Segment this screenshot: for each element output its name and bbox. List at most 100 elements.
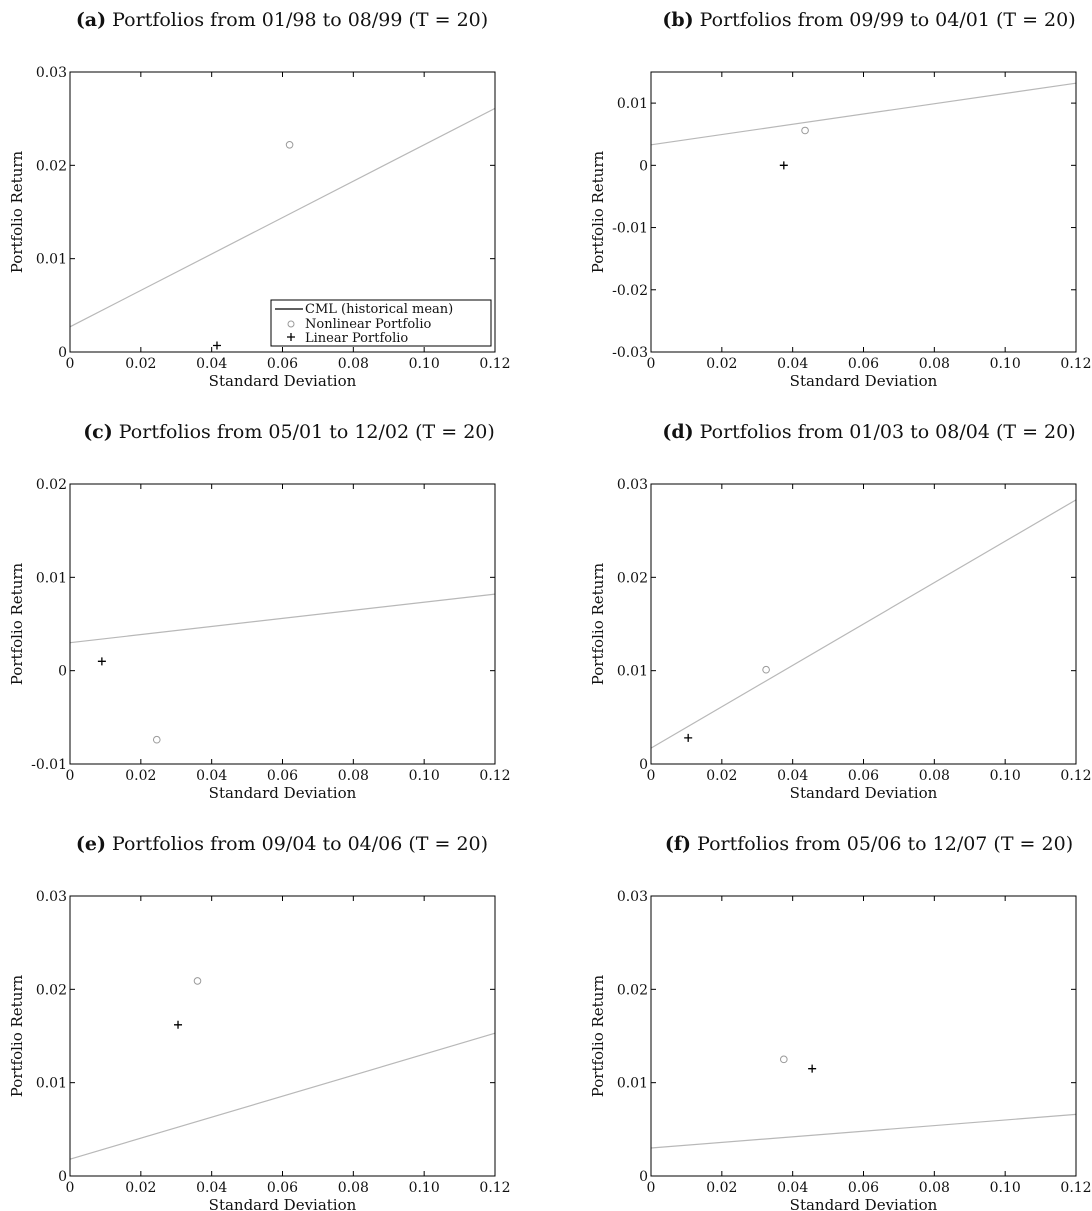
x-tick-label: 0.08 [338, 1180, 369, 1196]
x-tick-label: 0.04 [196, 356, 227, 372]
cml-line [650, 82, 1077, 146]
x-tick-label: 0.06 [267, 768, 298, 784]
y-tick-label: 0.01 [617, 96, 648, 112]
cml-line [69, 107, 496, 328]
nonlinear-portfolio-point [780, 1055, 788, 1064]
y-axis-label: Portfolio Return [589, 974, 607, 1097]
chart-panel: (d) Portfolios from 01/03 to 08/04 (T = … [589, 421, 1092, 802]
x-tick-label: 0 [66, 1180, 75, 1196]
x-tick-label: 0.10 [990, 1180, 1021, 1196]
x-tick-label: 0.04 [777, 356, 808, 372]
y-axis-label: Portfolio Return [8, 150, 26, 273]
x-axis-label: Standard Deviation [209, 1196, 357, 1211]
x-tick-label: 0.12 [479, 356, 510, 372]
y-tick-label: 0 [58, 664, 67, 680]
y-tick-label: 0 [58, 1169, 67, 1185]
legend-linear-swatch [287, 333, 295, 341]
y-tick-label: 0.01 [36, 570, 67, 586]
y-tick-label: -0.01 [31, 757, 67, 773]
plot-frame [69, 895, 496, 1177]
x-tick-label: 0.12 [479, 768, 510, 784]
legend-entry-nonlinear: Nonlinear Portfolio [305, 317, 431, 332]
legend-entry-linear: Linear Portfolio [305, 331, 408, 346]
x-tick-label: 0.06 [267, 356, 298, 372]
x-tick-label: 0.04 [777, 768, 808, 784]
nonlinear-portfolio-point [285, 141, 294, 149]
x-tick-label: 0.12 [479, 1180, 510, 1196]
x-tick-label: 0.04 [777, 1180, 808, 1196]
x-tick-label: 0.02 [706, 356, 737, 372]
y-tick-label: 0.01 [36, 1076, 67, 1092]
x-tick-label: 0.12 [1060, 1180, 1091, 1196]
y-tick-label: 0.02 [36, 158, 67, 174]
linear-portfolio-point [808, 1064, 817, 1073]
y-tick-label: 0.03 [617, 889, 648, 905]
x-tick-label: 0.08 [338, 768, 369, 784]
y-tick-label: 0 [58, 345, 67, 361]
panel-title: (b) Portfolios from 09/99 to 04/01 (T = … [662, 9, 1075, 31]
y-axis-label: Portfolio Return [589, 562, 607, 685]
chart-panel: (c) Portfolios from 05/01 to 12/02 (T = … [8, 421, 511, 802]
x-tick-label: 0 [66, 768, 75, 784]
legend-box [270, 299, 492, 347]
x-tick-label: 0.06 [848, 1180, 879, 1196]
linear-portfolio-point [684, 733, 693, 742]
x-axis-label: Standard Deviation [790, 1196, 938, 1211]
x-tick-label: 0.02 [706, 1180, 737, 1196]
nonlinear-portfolio-point [193, 977, 202, 985]
panel-title: (c) Portfolios from 05/01 to 12/02 (T = … [83, 421, 495, 443]
chart-panel: (e) Portfolios from 09/04 to 04/06 (T = … [8, 833, 511, 1211]
y-tick-label: 0.01 [617, 1076, 648, 1092]
y-tick-label: 0.03 [617, 477, 648, 493]
legend: CML (historical mean)Nonlinear Portfolio… [270, 299, 492, 347]
x-axis-label: Standard Deviation [790, 784, 938, 802]
x-tick-label: 0.12 [1060, 356, 1091, 372]
cml-line [650, 499, 1077, 749]
x-tick-label: 0 [647, 356, 656, 372]
cml-line [69, 1032, 496, 1160]
chart-panel: (f) Portfolios from 05/06 to 12/07 (T = … [589, 833, 1092, 1211]
x-tick-label: 0 [647, 1180, 656, 1196]
y-tick-label: 0 [639, 158, 648, 174]
panel-title: (a) Portfolios from 01/98 to 08/99 (T = … [76, 9, 488, 31]
x-tick-label: 0.04 [196, 1180, 227, 1196]
linear-portfolio-point [174, 1020, 183, 1029]
y-axis-label: Portfolio Return [8, 974, 26, 1097]
x-tick-label: 0.06 [848, 356, 879, 372]
linear-portfolio-point [97, 657, 106, 666]
y-axis-label: Portfolio Return [589, 150, 607, 273]
y-tick-label: 0.02 [617, 982, 648, 998]
x-tick-label: 0.10 [990, 356, 1021, 372]
y-tick-label: 0.01 [36, 252, 67, 268]
chart-panel: (a) Portfolios from 01/98 to 08/99 (T = … [8, 9, 511, 390]
chart-panel: (b) Portfolios from 09/99 to 04/01 (T = … [589, 9, 1092, 390]
x-tick-label: 0.06 [267, 1180, 298, 1196]
y-tick-label: 0.02 [617, 570, 648, 586]
x-tick-label: 0.08 [919, 356, 950, 372]
panel-title: (e) Portfolios from 09/04 to 04/06 (T = … [76, 833, 488, 855]
y-tick-label: 0.03 [36, 889, 67, 905]
legend-nonlinear-swatch [287, 320, 295, 328]
y-tick-label: 0.01 [617, 664, 648, 680]
y-axis-label: Portfolio Return [8, 562, 26, 685]
y-tick-label: 0.03 [36, 65, 67, 81]
x-tick-label: 0.04 [196, 768, 227, 784]
panel-title: (f) Portfolios from 05/06 to 12/07 (T = … [665, 833, 1073, 855]
x-tick-label: 0.08 [919, 768, 950, 784]
x-tick-label: 0 [66, 356, 75, 372]
x-tick-label: 0.10 [409, 1180, 440, 1196]
x-tick-label: 0.02 [125, 356, 156, 372]
y-tick-label: -0.02 [612, 283, 648, 299]
cml-line [69, 593, 496, 644]
x-tick-label: 0.12 [1060, 768, 1091, 784]
x-axis-label: Standard Deviation [790, 372, 938, 390]
x-axis-label: Standard Deviation [209, 372, 357, 390]
x-tick-label: 0.10 [409, 356, 440, 372]
cml-line [650, 1113, 1077, 1149]
y-tick-label: -0.03 [612, 345, 648, 361]
nonlinear-portfolio-point [801, 126, 809, 135]
x-tick-label: 0.08 [919, 1180, 950, 1196]
linear-portfolio-point [212, 341, 221, 350]
x-axis-label: Standard Deviation [209, 784, 357, 802]
